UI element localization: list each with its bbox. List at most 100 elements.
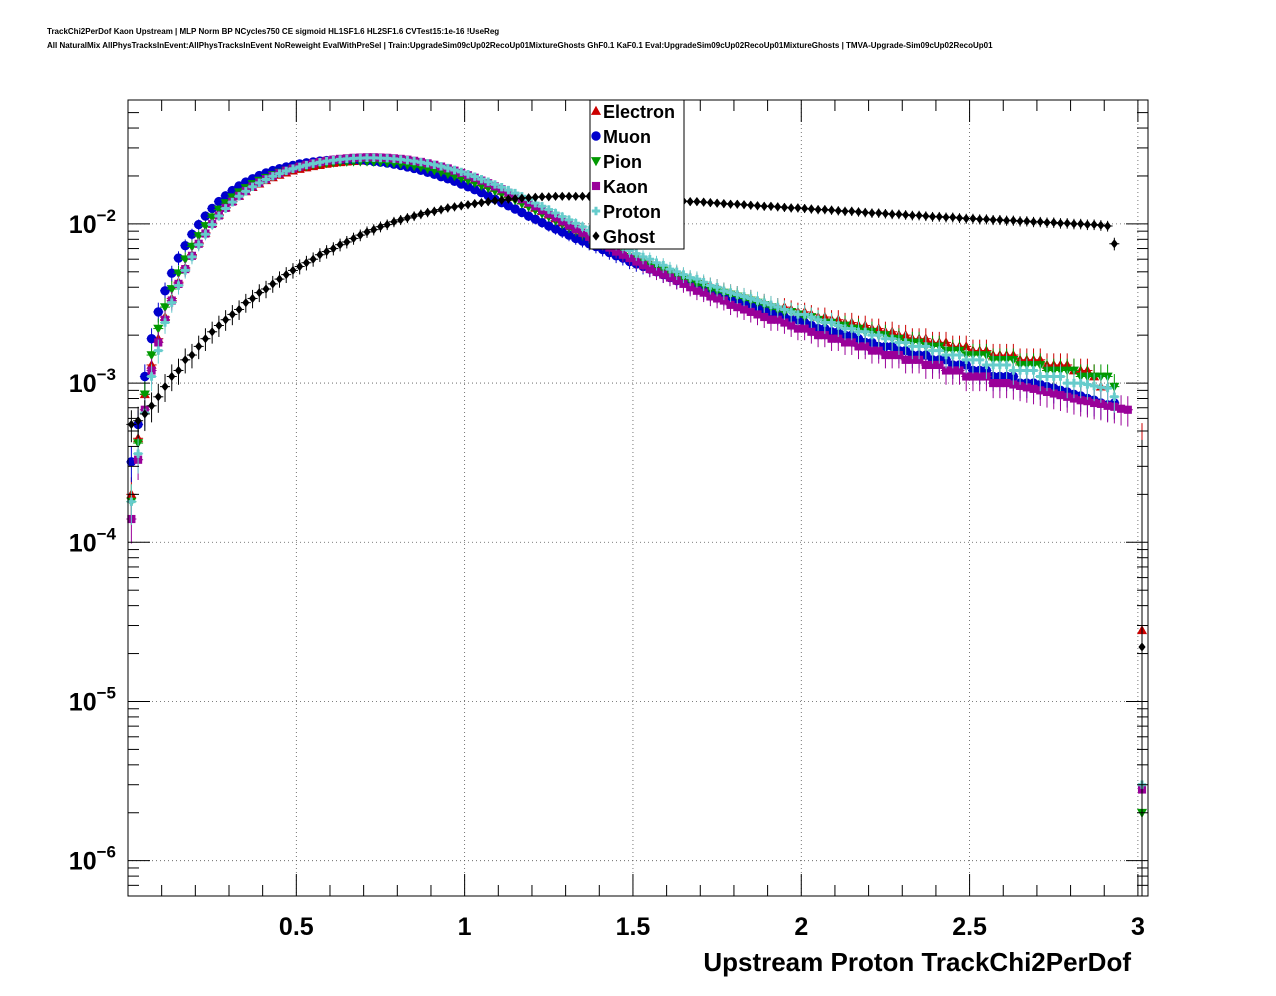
data-point [154, 392, 162, 402]
data-point [228, 197, 237, 207]
legend-label: Ghost [603, 227, 655, 247]
data-point [336, 240, 344, 250]
data-point [699, 278, 708, 287]
x-tick-label: 3 [1131, 913, 1145, 941]
data-point [477, 198, 486, 208]
data-point [1110, 392, 1119, 402]
data-point [450, 165, 459, 175]
data-point [881, 209, 889, 219]
data-point [1016, 216, 1024, 226]
data-point [861, 207, 869, 218]
data-point [841, 206, 849, 216]
data-point [275, 274, 284, 284]
data-point [572, 191, 580, 201]
data-point [153, 307, 163, 317]
data-point [363, 227, 371, 237]
data-point [686, 197, 694, 207]
data-point [565, 191, 573, 201]
data-point [356, 230, 364, 240]
data-point [861, 342, 870, 351]
data-point [174, 365, 183, 376]
y-tick-label: 10−4 [69, 524, 117, 557]
y-axis-tick-labels: 10−210−310−410−510−6 [69, 206, 117, 876]
data-point [268, 172, 277, 181]
data-point [786, 307, 796, 317]
data-point [693, 197, 701, 207]
data-point [255, 178, 264, 188]
data-point [746, 294, 755, 303]
data-point [720, 199, 728, 209]
data-point [874, 330, 883, 340]
x-tick-label: 2.5 [952, 913, 987, 941]
data-point [558, 191, 566, 201]
data-point [490, 180, 500, 189]
data-point [241, 187, 251, 196]
data-point [424, 207, 432, 218]
data-point [868, 208, 876, 218]
data-point [901, 338, 910, 347]
legend-marker [591, 131, 601, 141]
legend-entry-pion: Pion [590, 152, 642, 172]
y-tick-label: 10−2 [69, 206, 116, 239]
data-point [767, 201, 775, 211]
data-point [827, 318, 836, 327]
legend-entry-muon: Muon [591, 127, 651, 147]
data-point [787, 321, 796, 330]
data-point [1070, 219, 1078, 229]
data-point [672, 267, 681, 277]
data-point [200, 211, 211, 221]
data-point [874, 346, 883, 355]
data-point [147, 401, 156, 411]
data-point [834, 321, 843, 330]
data-point [706, 281, 715, 290]
data-point [343, 237, 351, 247]
data-point [173, 253, 184, 263]
data-point [739, 292, 749, 301]
data-point [146, 351, 157, 361]
data-point [127, 419, 135, 430]
data-point [753, 201, 762, 211]
data-point [847, 324, 856, 333]
data-point [807, 204, 815, 214]
data-point [551, 191, 560, 201]
data-point [1009, 215, 1017, 226]
data-point [160, 318, 170, 327]
data-point [996, 215, 1004, 225]
data-point [261, 175, 271, 184]
legend-label: Proton [603, 202, 661, 222]
data-point [248, 293, 257, 304]
data-point [282, 270, 290, 280]
data-point [525, 193, 533, 203]
data-point [302, 258, 310, 268]
data-point [349, 233, 358, 244]
data-point [457, 167, 466, 177]
data-point [685, 273, 695, 282]
data-point [814, 204, 822, 215]
data-point [848, 206, 856, 216]
data-point [935, 212, 943, 222]
data-point [922, 211, 930, 221]
data-point [269, 279, 277, 289]
data-point [787, 203, 795, 213]
legend-marker [591, 181, 601, 191]
data-point [504, 185, 513, 195]
data-point [1023, 216, 1031, 226]
data-point [908, 210, 916, 221]
data-point [1050, 217, 1058, 228]
data-point [773, 302, 782, 312]
data-point [801, 203, 809, 214]
data-point [578, 222, 587, 231]
data-point [316, 250, 324, 260]
data-point [390, 217, 398, 227]
data-point [659, 261, 668, 270]
data-point [545, 192, 553, 202]
legend-entry-kaon: Kaon [591, 177, 648, 197]
data-point [719, 286, 729, 295]
legend-label: Kaon [603, 177, 648, 197]
legend-entry-proton: Proton [591, 202, 661, 222]
data-point [195, 341, 203, 351]
data-point [679, 270, 688, 279]
data-point [726, 288, 735, 297]
legend-entry-ghost: Ghost [592, 227, 655, 247]
data-point [942, 212, 950, 222]
